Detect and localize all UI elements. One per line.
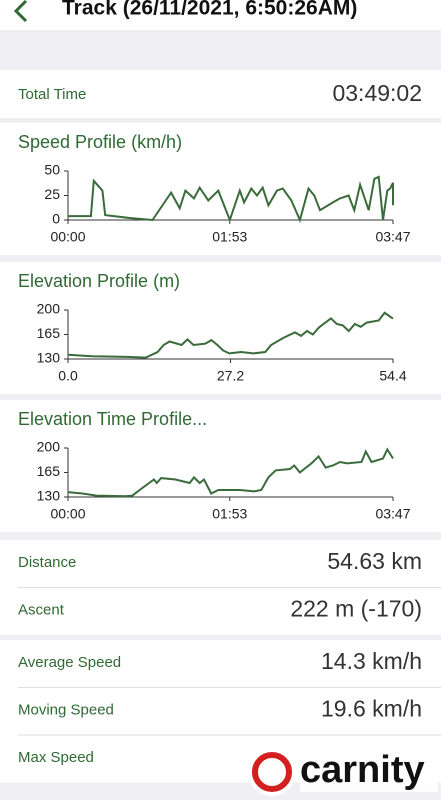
x-tick-label: 27.2 — [217, 368, 244, 384]
nav-bar — [0, 0, 441, 30]
y-tick-label: 130 — [37, 350, 61, 366]
chart-card — [0, 123, 441, 255]
row-value: 03:49:02 — [332, 80, 422, 106]
watermark: carnity — [248, 748, 438, 796]
chart-card — [0, 262, 441, 394]
row-label: Moving Speed — [18, 701, 114, 718]
row-value: 222 m (-170) — [290, 596, 422, 622]
logo-text: carnity — [300, 749, 425, 791]
chart-title: Speed Profile (km/h) — [18, 132, 182, 152]
chart-title: Elevation Time Profile... — [18, 409, 207, 429]
x-tick-label: 00:00 — [50, 229, 85, 245]
row-label: Total Time — [18, 86, 86, 103]
charts: Speed Profile (km/h) 0 25 50 00:00 01:53 03:47… — [0, 123, 441, 532]
y-tick-label: 25 — [44, 186, 60, 202]
y-tick-label: 0 — [52, 211, 60, 227]
x-tick-label: 03:47 — [375, 506, 410, 522]
line-series — [68, 175, 394, 223]
x-tick-label: 01:53 — [212, 229, 247, 245]
x-tick-label: 01:53 — [212, 506, 247, 522]
back-button[interactable] — [13, 0, 28, 23]
x-tick-label: 0.0 — [58, 368, 78, 384]
nav-title: Track (26/11/2021, 6:50:26AM) — [62, 0, 357, 20]
y-tick-label: 130 — [37, 488, 61, 504]
y-tick-label: 165 — [37, 463, 61, 479]
summary-row — [0, 70, 441, 118]
line-series — [67, 311, 394, 359]
y-tick-label: 165 — [37, 325, 61, 341]
x-tick-label: 00:00 — [50, 506, 85, 522]
row-label: Ascent — [18, 601, 65, 618]
y-tick-label: 200 — [37, 301, 61, 317]
chart-card — [0, 400, 441, 532]
x-tick-label: 54.4 — [379, 368, 406, 384]
row-label: Average Speed — [18, 654, 121, 671]
x-tick-label: 03:47 — [375, 229, 410, 245]
y-tick-label: 200 — [37, 439, 61, 455]
stat-row — [0, 587, 441, 635]
chart-title: Elevation Profile (m) — [18, 271, 180, 291]
row-value: 54.63 km — [327, 548, 422, 574]
row-value: 19.6 km/h — [321, 696, 422, 722]
line-series — [67, 447, 394, 498]
logo-mark — [252, 752, 292, 792]
stat-row — [0, 640, 441, 688]
stat-row — [0, 687, 441, 735]
stats: Distance 54.63 km Ascent 222 m (-170) Averag… — [0, 540, 441, 783]
stat-row — [0, 540, 441, 588]
row-label: Distance — [18, 554, 76, 571]
row-label: Max Speed — [18, 749, 94, 766]
logo-bg — [300, 752, 438, 792]
row-value: 14.3 km/h — [321, 648, 422, 674]
y-tick-label: 50 — [44, 162, 60, 178]
